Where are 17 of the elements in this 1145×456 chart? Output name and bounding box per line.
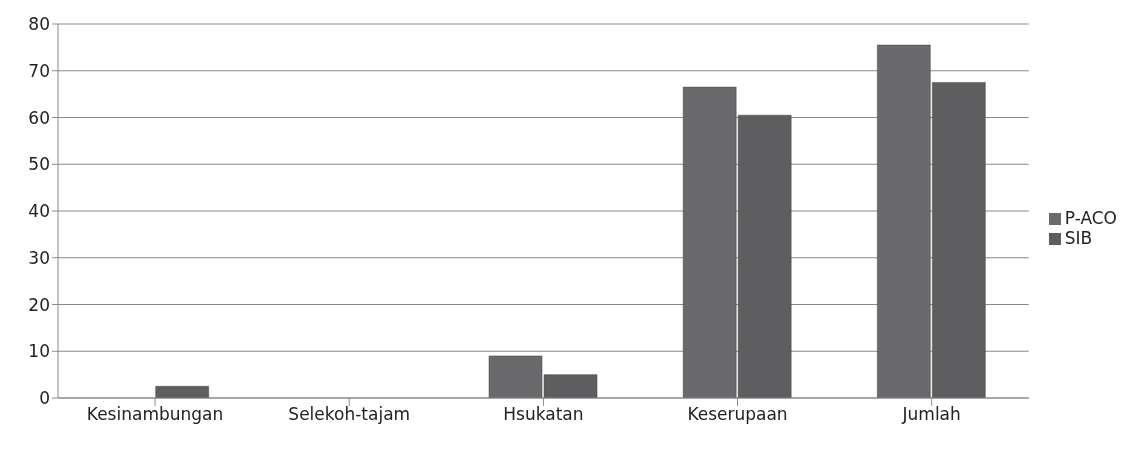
- y-tick-label: 70: [28, 60, 50, 81]
- y-tick-label: 20: [28, 294, 50, 315]
- y-tick-label: 60: [28, 107, 50, 128]
- y-tick-label: 40: [28, 201, 50, 222]
- y-tick-label: 50: [28, 154, 50, 175]
- x-tick-label: Jumlah: [901, 404, 961, 425]
- x-tick-label: Selekoh-tajam: [288, 404, 411, 425]
- y-tick-label: 80: [28, 14, 50, 35]
- x-tick-label: Kesinambungan: [86, 404, 224, 425]
- legend-label: SIB: [1064, 228, 1093, 248]
- y-tick-label: 30: [28, 247, 50, 268]
- x-tick-label: Hsukatan: [503, 404, 584, 425]
- y-tick-label: 0: [39, 388, 50, 409]
- legend-label: P-ACO: [1064, 208, 1117, 228]
- x-tick-label: Keserupaan: [687, 404, 788, 425]
- y-tick-label: 10: [28, 341, 50, 362]
- bar: [155, 386, 209, 398]
